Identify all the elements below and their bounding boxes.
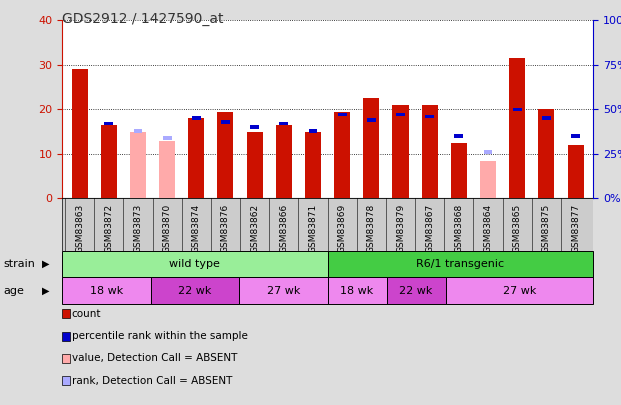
Bar	[538, 109, 555, 198]
Bar	[192, 117, 201, 120]
Bar	[239, 277, 327, 304]
Bar	[188, 118, 204, 198]
Bar	[217, 111, 233, 198]
Bar	[328, 251, 593, 277]
Text: count: count	[71, 309, 101, 319]
Text: GSM83869: GSM83869	[338, 204, 347, 253]
Text: GSM83867: GSM83867	[425, 204, 434, 253]
Text: ▶: ▶	[42, 286, 49, 296]
Text: strain: strain	[3, 259, 35, 269]
Text: GSM83879: GSM83879	[396, 204, 405, 253]
Text: age: age	[3, 286, 24, 296]
Bar	[367, 118, 376, 122]
Bar	[328, 277, 386, 304]
Bar	[62, 198, 593, 251]
Text: percentile rank within the sample: percentile rank within the sample	[71, 331, 248, 341]
Text: GSM83874: GSM83874	[192, 204, 201, 253]
Text: GDS2912 / 1427590_at: GDS2912 / 1427590_at	[62, 12, 224, 26]
Text: GSM83865: GSM83865	[513, 204, 522, 253]
Text: value, Detection Call = ABSENT: value, Detection Call = ABSENT	[71, 354, 237, 363]
Text: GSM83872: GSM83872	[104, 204, 113, 253]
Bar	[484, 150, 492, 154]
Bar	[159, 141, 175, 198]
Bar	[542, 117, 551, 120]
Bar	[422, 105, 438, 198]
Bar	[276, 125, 292, 198]
Text: GSM83866: GSM83866	[279, 204, 288, 253]
Text: R6/1 transgenic: R6/1 transgenic	[416, 259, 504, 269]
Text: GSM83862: GSM83862	[250, 204, 259, 253]
Bar	[513, 108, 522, 111]
Text: GSM83870: GSM83870	[163, 204, 171, 253]
Bar	[247, 132, 263, 198]
Text: rank, Detection Call = ABSENT: rank, Detection Call = ABSENT	[71, 376, 232, 386]
Bar	[396, 113, 405, 117]
Bar	[71, 69, 88, 198]
Bar	[221, 120, 230, 124]
Text: GSM83871: GSM83871	[309, 204, 317, 253]
Text: GSM83876: GSM83876	[221, 204, 230, 253]
Bar	[571, 134, 580, 138]
Text: wild type: wild type	[170, 259, 220, 269]
Text: 18 wk: 18 wk	[340, 286, 374, 296]
Bar	[101, 125, 117, 198]
Bar	[451, 143, 467, 198]
Bar	[250, 126, 259, 129]
Bar	[134, 129, 142, 132]
Text: GSM83875: GSM83875	[542, 204, 551, 253]
Bar	[62, 251, 328, 277]
Bar	[509, 58, 525, 198]
Bar	[104, 122, 113, 126]
Text: ▶: ▶	[42, 259, 49, 269]
Text: 27 wk: 27 wk	[266, 286, 300, 296]
Bar	[163, 136, 171, 140]
Bar	[309, 129, 317, 132]
Bar	[445, 277, 593, 304]
Text: 27 wk: 27 wk	[502, 286, 536, 296]
Bar	[392, 105, 409, 198]
Bar	[150, 277, 239, 304]
Bar	[279, 122, 288, 126]
Bar	[480, 160, 496, 198]
Text: 22 wk: 22 wk	[399, 286, 433, 296]
Bar	[425, 115, 434, 118]
Bar	[568, 145, 584, 198]
Text: GSM83868: GSM83868	[455, 204, 463, 253]
Bar	[455, 134, 463, 138]
Bar	[386, 277, 446, 304]
Text: 18 wk: 18 wk	[89, 286, 123, 296]
Bar	[334, 111, 350, 198]
Bar	[130, 132, 146, 198]
Text: GSM83878: GSM83878	[367, 204, 376, 253]
Text: 22 wk: 22 wk	[178, 286, 212, 296]
Bar	[338, 113, 347, 117]
Bar	[62, 277, 150, 304]
Text: GSM83864: GSM83864	[484, 204, 492, 253]
Bar	[363, 98, 379, 198]
Bar	[305, 132, 321, 198]
Text: GSM83877: GSM83877	[571, 204, 580, 253]
Text: GSM83863: GSM83863	[75, 204, 84, 253]
Text: GSM83873: GSM83873	[134, 204, 142, 253]
